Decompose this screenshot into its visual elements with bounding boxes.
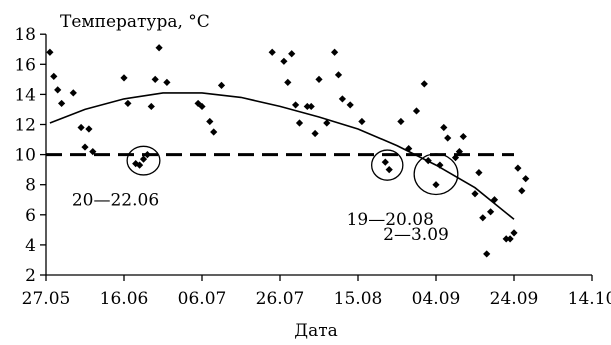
- data-point: [85, 125, 93, 133]
- data-point: [514, 164, 522, 172]
- data-point: [502, 235, 510, 243]
- y-tick-label: 12: [14, 116, 36, 136]
- x-tick-label: 06.07: [178, 289, 227, 309]
- annotation-label: 20—22.06: [72, 191, 159, 211]
- y-tick-label: 18: [14, 25, 36, 45]
- data-point: [405, 144, 413, 153]
- x-tick-label: 24.09: [490, 289, 539, 309]
- data-point: [163, 78, 171, 86]
- data-point: [424, 157, 432, 165]
- annotation-circle: [370, 149, 404, 181]
- y-tick-label: 8: [25, 176, 36, 196]
- data-point: [58, 99, 66, 108]
- annotation-circle: [126, 145, 161, 176]
- data-point: [455, 147, 463, 156]
- data-point: [155, 44, 163, 52]
- data-point: [198, 102, 206, 111]
- x-tick-label: 15.08: [334, 289, 383, 309]
- y-tick-label: 2: [25, 266, 36, 286]
- x-tick-label: 26.07: [256, 289, 305, 309]
- data-point: [358, 117, 366, 126]
- data-point: [479, 214, 487, 222]
- y-tick-label: 10: [14, 146, 36, 166]
- data-point: [522, 175, 530, 183]
- x-tick-label: 04.09: [412, 289, 461, 309]
- data-point: [385, 166, 393, 174]
- data-point: [510, 229, 518, 237]
- data-point: [89, 147, 97, 156]
- data-point: [217, 81, 226, 89]
- y-tick-label: 16: [14, 55, 36, 75]
- data-point: [77, 123, 85, 132]
- data-point: [124, 99, 132, 108]
- data-point: [311, 129, 319, 138]
- y-tick-label: 14: [14, 85, 36, 105]
- data-point: [50, 72, 58, 80]
- data-point: [331, 48, 339, 56]
- data-point: [151, 75, 159, 83]
- annotation-circle: [413, 153, 459, 196]
- data-point: [334, 71, 343, 79]
- data-point: [288, 50, 296, 58]
- data-point: [338, 95, 346, 103]
- x-axis-title: Дата: [294, 321, 338, 341]
- x-tick-label: 27.05: [22, 289, 71, 309]
- x-tick-label: 14.10: [568, 289, 611, 309]
- data-point: [346, 101, 354, 109]
- data-point: [420, 80, 428, 88]
- data-point: [381, 158, 389, 166]
- data-point: [268, 48, 276, 56]
- data-point: [432, 181, 440, 189]
- y-axis-title: Температура, °C: [60, 12, 210, 32]
- data-point: [307, 102, 315, 111]
- data-point: [487, 208, 495, 216]
- data-point: [210, 128, 218, 136]
- x-tick-label: 16.06: [100, 289, 149, 309]
- data-point: [459, 132, 467, 141]
- y-axis-ticks: 2 4 6 8 10 12 14 16 18: [14, 25, 46, 286]
- data-point: [436, 161, 444, 169]
- data-point: [490, 196, 499, 204]
- data-point: [303, 102, 311, 111]
- data-point: [139, 155, 148, 163]
- data-point: [440, 123, 448, 132]
- data-point: [206, 117, 214, 126]
- annotations: 20—22.06 19—20.082—3.09: [72, 145, 459, 245]
- data-point: [483, 250, 491, 258]
- data-point: [506, 235, 514, 243]
- data-point: [475, 169, 483, 177]
- data-point: [81, 143, 89, 151]
- data-point: [147, 102, 155, 111]
- data-point: [518, 187, 526, 195]
- data-point: [412, 107, 421, 115]
- data-point: [54, 86, 62, 94]
- data-point: [143, 151, 151, 159]
- data-point: [451, 154, 460, 162]
- data-point: [295, 119, 304, 127]
- data-points: [46, 44, 530, 258]
- y-tick-label: 6: [25, 206, 36, 226]
- data-point: [69, 89, 77, 97]
- annotation-label: 19—20.08: [347, 210, 434, 230]
- trend-line: [49, 92, 515, 220]
- data-point: [46, 48, 54, 56]
- y-tick-label: 4: [25, 236, 36, 256]
- data-point: [284, 78, 292, 86]
- data-point: [471, 190, 479, 198]
- data-point: [444, 134, 452, 142]
- data-point: [315, 75, 323, 83]
- data-point: [120, 74, 128, 82]
- data-point: [136, 161, 144, 169]
- data-point: [280, 57, 288, 65]
- data-point: [323, 119, 331, 127]
- data-point: [397, 117, 405, 126]
- data-point: [292, 101, 300, 109]
- annotation-label: 2—3.09: [383, 225, 449, 245]
- x-axis-ticks: 27.05 16.06 06.07 26.07 15.08 04.09 24.09 14.10: [22, 275, 611, 309]
